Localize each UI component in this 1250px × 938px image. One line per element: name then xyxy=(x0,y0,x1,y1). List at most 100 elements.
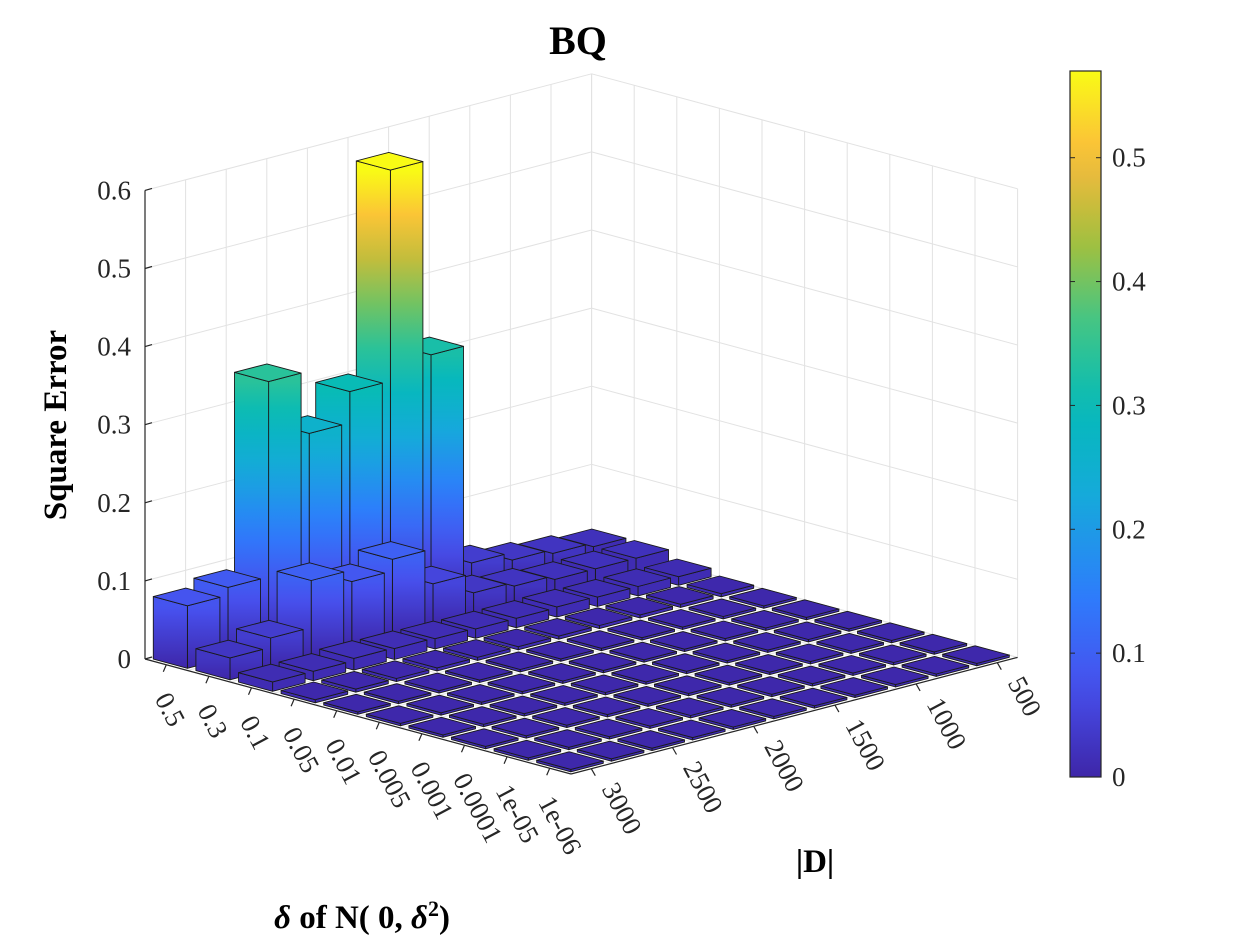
z-tick xyxy=(144,187,153,191)
bar-face-top xyxy=(899,633,968,653)
z-tick-label: 0.4 xyxy=(97,332,131,362)
bar-face-top xyxy=(487,673,556,693)
bar xyxy=(698,708,767,730)
delta-axis-label-prefix: δ xyxy=(274,900,291,936)
bar-face-top xyxy=(195,639,263,659)
bar xyxy=(814,610,882,632)
bar-face-top xyxy=(652,653,720,672)
bar xyxy=(534,729,602,751)
z-tick xyxy=(144,500,153,504)
bar xyxy=(447,684,515,706)
bar xyxy=(654,675,722,697)
bar xyxy=(656,697,724,719)
d-tick-label: 1000 xyxy=(921,693,973,755)
bar-face-top xyxy=(816,632,884,652)
bar-face-top xyxy=(570,674,639,693)
bar xyxy=(605,596,673,619)
delta-tick xyxy=(205,676,210,684)
d-axis-line xyxy=(570,656,1018,775)
bar-face-top xyxy=(615,708,683,727)
z-tick xyxy=(144,578,153,582)
bar-face-top xyxy=(859,644,927,663)
bar-face-top xyxy=(696,686,765,706)
bar xyxy=(238,663,306,692)
d-tick xyxy=(834,704,840,713)
bar-face-top xyxy=(773,621,842,640)
bar xyxy=(690,620,759,642)
bar xyxy=(363,683,432,705)
d-tick-label: 3000 xyxy=(596,777,648,839)
bar-face-top xyxy=(861,666,929,686)
colorbar-tick-label: 0.4 xyxy=(1112,267,1146,297)
z-tick-label: 0.1 xyxy=(97,566,131,596)
bar-face-top xyxy=(690,620,759,640)
bar xyxy=(406,694,474,716)
delta-tick xyxy=(503,756,508,764)
bar-face-top xyxy=(818,655,886,674)
bar xyxy=(566,630,635,652)
delta-tick xyxy=(460,745,466,753)
bar xyxy=(611,663,679,685)
bar xyxy=(570,674,639,696)
bar xyxy=(861,666,929,688)
bar-face-top xyxy=(566,630,635,649)
bar-face-top xyxy=(443,639,511,658)
bar-face-top xyxy=(686,575,755,595)
bar-face-top xyxy=(530,685,598,704)
bar-face-top xyxy=(611,663,679,683)
bar xyxy=(857,622,925,644)
bar-face-top xyxy=(737,676,805,695)
bar-face-front xyxy=(430,345,464,606)
bars-layer xyxy=(152,151,1010,773)
z-tick-label: 0.5 xyxy=(97,254,131,284)
bar-face-top xyxy=(445,662,513,681)
bar-face-top xyxy=(451,728,519,747)
bar-face-top xyxy=(609,641,677,661)
delta-axis-line xyxy=(144,658,572,775)
bar-face-top xyxy=(357,541,426,560)
z-tick-label: 0 xyxy=(118,644,132,674)
bar-face-side xyxy=(152,596,188,669)
delta-tick xyxy=(247,687,253,695)
z-tick-label: 0.2 xyxy=(97,488,131,518)
bar xyxy=(487,673,556,695)
delta-tick-label: 0.1 xyxy=(234,710,276,754)
bar-face-top xyxy=(447,684,515,703)
bar xyxy=(899,633,968,655)
bar-face-top xyxy=(688,598,757,617)
bar xyxy=(688,598,757,620)
d-tick-label: 1500 xyxy=(840,714,892,776)
bar xyxy=(729,587,797,609)
bar xyxy=(739,698,807,720)
bar xyxy=(365,705,434,727)
colorbar-gradient xyxy=(1069,70,1102,778)
bar xyxy=(773,621,842,643)
d-tick xyxy=(915,683,921,692)
bar-face-top xyxy=(522,588,590,608)
d-axis-label: |D| xyxy=(796,844,834,880)
bar-face-top xyxy=(524,617,592,637)
bar-face-top xyxy=(236,619,304,639)
colorbar-tick-label: 0.3 xyxy=(1112,390,1146,420)
z-axis-label: Square Error xyxy=(38,330,74,520)
bar-face-top xyxy=(319,640,387,659)
bar-face-top xyxy=(692,642,761,662)
bar-face-top xyxy=(775,643,844,663)
z-tick-label: 0.3 xyxy=(97,410,131,440)
bar-face-top xyxy=(493,739,562,759)
bar xyxy=(617,730,685,752)
bar xyxy=(574,718,643,740)
bar xyxy=(686,575,755,598)
bar xyxy=(449,706,517,728)
delta-axis-label: δ of N( 0, δ2) xyxy=(274,896,450,937)
bar-face-top xyxy=(739,698,807,717)
bar xyxy=(775,643,844,665)
z-tick-label: 0.6 xyxy=(97,175,131,205)
bar-face-top xyxy=(694,664,763,684)
bar-face-top xyxy=(355,151,424,171)
bar xyxy=(694,664,763,686)
bar-face-top xyxy=(644,558,712,578)
bar xyxy=(777,665,846,687)
bar-face-top xyxy=(656,697,724,716)
